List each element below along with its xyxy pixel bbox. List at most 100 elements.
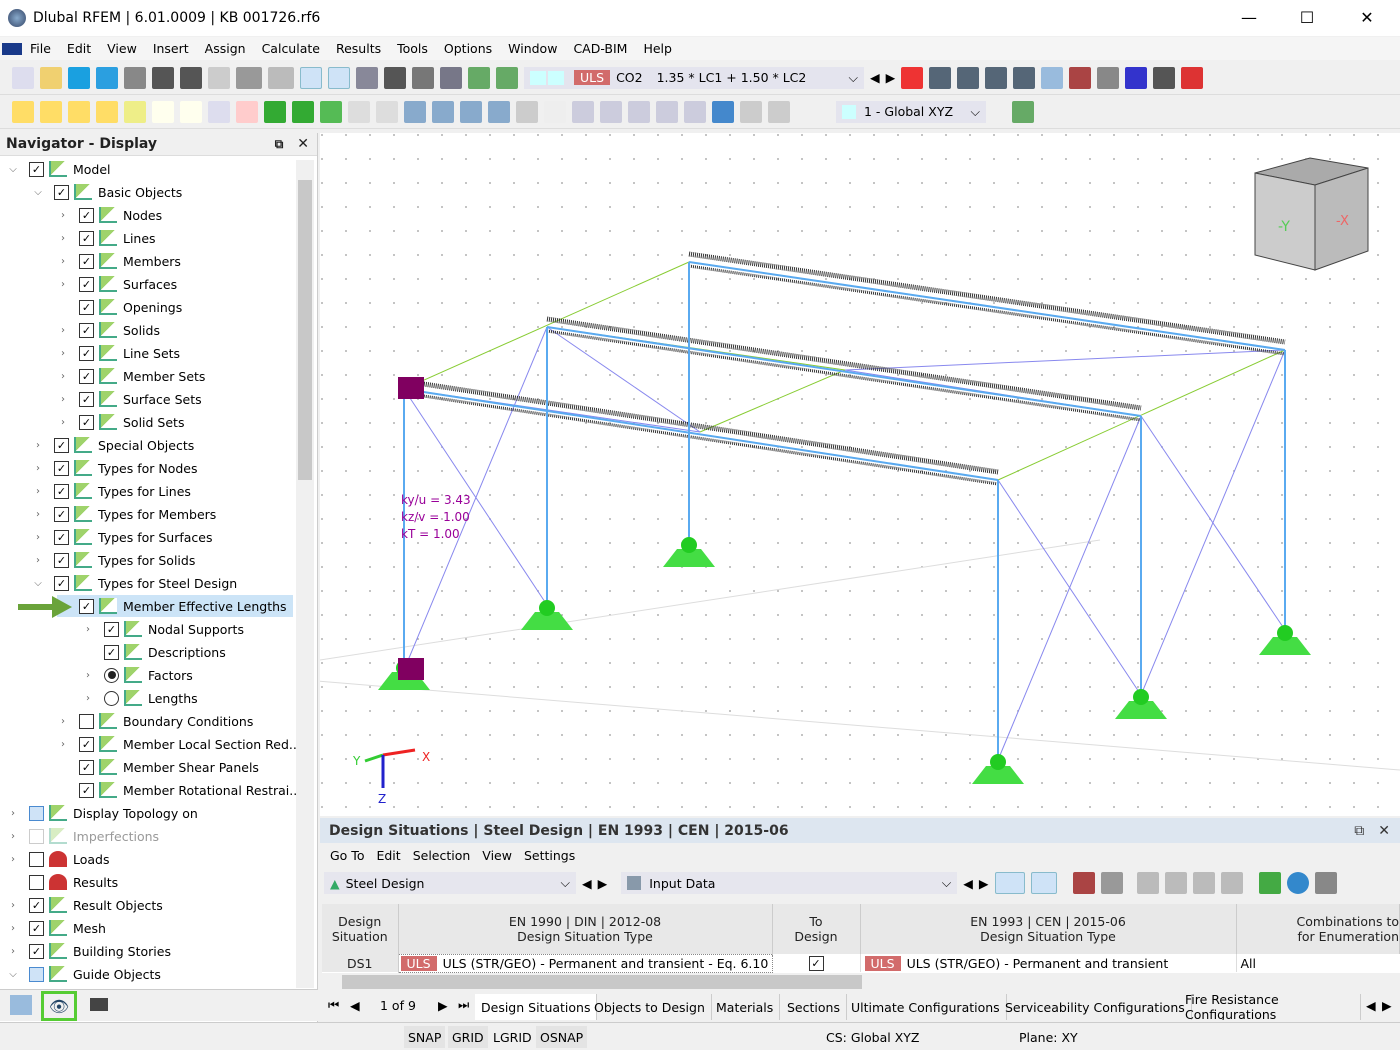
views-tab-camera-icon[interactable] xyxy=(90,998,108,1011)
tree-item[interactable]: › ✓ Special Objects xyxy=(32,434,194,456)
values-icon[interactable] xyxy=(957,66,980,89)
module-select[interactable]: ▲ Steel Design ⌵ xyxy=(324,872,576,894)
navigator-toggle-icon[interactable] xyxy=(300,66,322,89)
tree-item[interactable]: › ✓ Member Sets xyxy=(57,365,205,387)
checkbox[interactable]: ✓ xyxy=(79,345,94,361)
checkbox[interactable]: ✓ xyxy=(79,598,94,614)
bracing-member[interactable] xyxy=(546,326,701,433)
tree-item[interactable]: › ✓ Surfaces xyxy=(57,273,177,295)
navigator-scrollbar[interactable] xyxy=(296,160,314,988)
ground-line[interactable] xyxy=(319,539,1101,661)
member-icon[interactable] xyxy=(208,100,230,123)
checkbox[interactable]: ✓ xyxy=(29,161,44,177)
cell-type2[interactable]: ULS ULS (STR/GEO) - Permanent and transie… xyxy=(860,954,1237,972)
shape-icon[interactable] xyxy=(740,100,762,123)
collapse-chevron-icon[interactable]: ⌵ xyxy=(9,163,17,175)
grid5-icon[interactable] xyxy=(684,100,706,123)
dimension-icon[interactable] xyxy=(348,100,370,123)
gray-box-icon[interactable] xyxy=(516,100,538,123)
grid4-icon[interactable] xyxy=(656,100,678,123)
move-icon[interactable] xyxy=(1192,872,1215,894)
checkbox[interactable]: ✓ xyxy=(54,529,69,545)
expand-chevron-icon[interactable]: › xyxy=(86,669,90,681)
checkbox[interactable]: ✓ xyxy=(79,736,94,752)
checkbox[interactable]: ✓ xyxy=(79,368,94,384)
minimize-button[interactable]: — xyxy=(1241,7,1257,27)
checkbox[interactable]: ✓ xyxy=(54,483,69,499)
expand-chevron-icon[interactable]: › xyxy=(61,347,65,359)
tree-item[interactable]: › ✓ Members xyxy=(57,250,181,272)
cell-to-design[interactable]: ✓ xyxy=(772,954,861,972)
maximize-button[interactable]: ☐ xyxy=(1299,7,1315,27)
tree-item[interactable]: › ✓ Types for Nodes xyxy=(32,457,198,479)
expand-chevron-icon[interactable]: › xyxy=(61,209,65,221)
line-support-icon[interactable] xyxy=(292,100,314,123)
panel-menu-settings[interactable]: Settings xyxy=(523,847,576,863)
expand-chevron-icon[interactable]: › xyxy=(36,508,40,520)
3d-viewport[interactable]: ky/u = 3.43 kz/v = 1.00 kT = 1.00 X Y Z … xyxy=(0,133,1400,816)
snap-icon[interactable] xyxy=(544,100,566,123)
grid3-icon[interactable] xyxy=(628,100,650,123)
model-view[interactable]: ky/u = 3.43 kz/v = 1.00 kT = 1.00 X Y Z … xyxy=(0,133,1400,816)
bracing-member[interactable] xyxy=(997,415,1142,761)
guide-line[interactable] xyxy=(699,369,846,433)
support-node[interactable] xyxy=(1133,689,1149,705)
collapse-chevron-icon[interactable]: ⌵ xyxy=(34,186,42,198)
tree-item[interactable]: ✓ Member Rotational Restrai... xyxy=(57,779,301,801)
tree-item[interactable]: › ✓ Solid Sets xyxy=(57,411,184,433)
menu-window[interactable]: Window xyxy=(508,41,558,56)
box-icon[interactable] xyxy=(488,100,510,123)
expand-chevron-icon[interactable]: › xyxy=(36,531,40,543)
insert-row-icon[interactable] xyxy=(1136,872,1159,894)
expand-chevron-icon[interactable]: › xyxy=(61,324,65,336)
nodal-support[interactable] xyxy=(663,549,715,567)
prev-module-icon[interactable]: ◀ xyxy=(582,875,592,891)
expand-chevron-icon[interactable]: › xyxy=(11,807,15,819)
expand-chevron-icon[interactable]: › xyxy=(36,462,40,474)
bracing-member[interactable] xyxy=(403,326,548,671)
expand-chevron-icon[interactable]: › xyxy=(11,853,15,865)
menu-edit[interactable]: Edit xyxy=(66,41,92,56)
view-settings-icon[interactable] xyxy=(1012,100,1034,123)
tab-sections[interactable]: Sections xyxy=(781,994,847,1020)
result-icon[interactable] xyxy=(1072,872,1095,894)
grid-icon[interactable] xyxy=(572,100,594,123)
console-icon[interactable] xyxy=(384,66,406,89)
expand-chevron-icon[interactable]: › xyxy=(36,554,40,566)
globe-icon[interactable] xyxy=(1286,872,1309,894)
checkbox[interactable]: ✓ xyxy=(79,322,94,338)
next-table-icon[interactable]: ▶ xyxy=(978,875,989,891)
panel-icon[interactable] xyxy=(356,66,378,89)
tree-item[interactable]: › Loads xyxy=(7,848,110,870)
expand-chevron-icon[interactable]: › xyxy=(61,738,65,750)
undo-icon[interactable] xyxy=(236,66,262,89)
nodal-support[interactable] xyxy=(521,612,573,630)
panel-menu-view[interactable]: View xyxy=(482,847,512,863)
expand-chevron-icon[interactable]: › xyxy=(61,715,65,727)
expand-chevron-icon[interactable]: › xyxy=(61,278,65,290)
beam-member[interactable] xyxy=(688,261,1286,351)
menu-assign[interactable]: Assign xyxy=(204,41,246,56)
table-select[interactable]: Input Data ⌵ xyxy=(621,872,958,894)
quad-surface-icon[interactable] xyxy=(96,100,118,123)
tree-item[interactable]: › Factors xyxy=(82,664,193,686)
surface-icon[interactable] xyxy=(12,100,34,123)
tree-item[interactable]: › ✓ Solids xyxy=(57,319,160,341)
collapse-chevron-icon[interactable]: ⌵ xyxy=(34,577,42,589)
checkbox[interactable]: ✓ xyxy=(29,943,44,959)
move2-icon[interactable] xyxy=(1220,872,1243,894)
results-off-icon[interactable] xyxy=(901,66,924,89)
cell-ds[interactable]: DS1 xyxy=(322,954,399,972)
load-combination-select[interactable]: ULS CO2 1.35 * LC1 + 1.50 * LC2 ⌵ xyxy=(524,66,864,89)
radio-button[interactable] xyxy=(104,690,119,706)
new-model-icon[interactable] xyxy=(12,66,34,89)
checkbox[interactable] xyxy=(29,874,44,890)
checkbox[interactable]: ✓ xyxy=(79,391,94,407)
checkbox[interactable]: ✓ xyxy=(79,299,94,315)
support-node[interactable] xyxy=(681,537,697,553)
tree-item[interactable]: › Lengths xyxy=(82,687,198,709)
checkbox[interactable] xyxy=(29,805,44,821)
panel-menu-selection[interactable]: Selection xyxy=(412,847,471,863)
grid-toggle[interactable]: GRID xyxy=(448,1026,488,1048)
prev-icon[interactable]: ◀ xyxy=(870,70,880,85)
